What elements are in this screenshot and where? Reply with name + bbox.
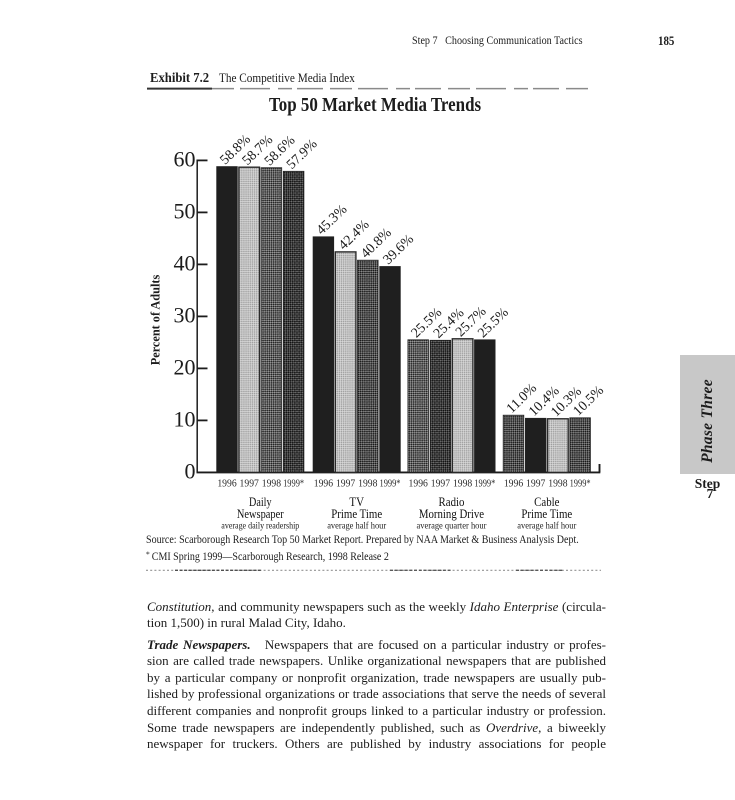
svg-text:1999*: 1999*	[283, 479, 304, 490]
svg-text:Radio: Radio	[439, 495, 465, 509]
svg-text:1998: 1998	[262, 479, 281, 490]
svg-text:Newspaper: Newspaper	[237, 507, 284, 521]
svg-text:1999*: 1999*	[570, 479, 591, 490]
svg-text:1996: 1996	[504, 479, 523, 490]
svg-text:1997: 1997	[336, 479, 355, 490]
svg-text:TV: TV	[349, 495, 364, 509]
svg-text:Prime Time: Prime Time	[331, 507, 382, 521]
svg-text:40: 40	[174, 250, 196, 275]
svg-text:1997: 1997	[526, 479, 545, 490]
svg-text:0: 0	[185, 458, 196, 483]
svg-text:20: 20	[174, 354, 196, 379]
svg-text:1998: 1998	[358, 479, 377, 490]
svg-text:Daily: Daily	[249, 495, 272, 509]
svg-text:Prime Time: Prime Time	[521, 507, 572, 521]
svg-text:30: 30	[174, 302, 196, 327]
svg-text:1999*: 1999*	[474, 479, 495, 490]
svg-text:Morning Drive: Morning Drive	[419, 507, 485, 521]
svg-text:Cable: Cable	[534, 495, 560, 509]
svg-text:1998: 1998	[548, 479, 567, 490]
svg-text:average daily readership: average daily readership	[221, 521, 299, 532]
svg-text:1998: 1998	[453, 479, 472, 490]
svg-text:1996: 1996	[409, 479, 428, 490]
svg-text:50: 50	[174, 198, 196, 223]
svg-text:10: 10	[174, 406, 196, 431]
svg-text:1997: 1997	[240, 479, 259, 490]
svg-text:Percent of Adults: Percent of Adults	[148, 275, 163, 366]
svg-text:average half hour: average half hour	[327, 521, 387, 532]
svg-text:1996: 1996	[217, 479, 236, 490]
svg-text:average quarter hour: average quarter hour	[417, 521, 488, 532]
svg-text:1999*: 1999*	[380, 479, 401, 490]
svg-text:average half hour: average half hour	[517, 521, 577, 532]
svg-text:1996: 1996	[314, 479, 333, 490]
svg-text:60: 60	[174, 146, 196, 171]
svg-text:1997: 1997	[431, 479, 450, 490]
